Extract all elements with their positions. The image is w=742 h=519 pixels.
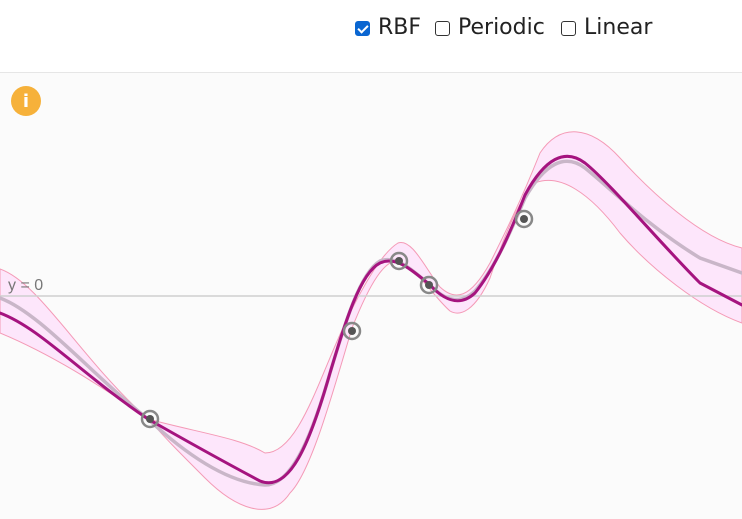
gp-plot-svg[interactable]: y = 0 xyxy=(0,73,742,519)
mean-curve-alt xyxy=(0,159,742,487)
rbf-label[interactable]: RBF xyxy=(378,15,422,40)
observation-point[interactable] xyxy=(140,409,160,429)
confidence-band xyxy=(0,131,742,510)
linear-label[interactable]: Linear xyxy=(584,15,653,40)
gp-plot-area[interactable]: y = 0 i xyxy=(0,72,742,519)
observation-point[interactable] xyxy=(389,251,409,271)
linear-checkbox[interactable] xyxy=(561,20,576,36)
mean-curve xyxy=(0,154,742,485)
zero-label: y = 0 xyxy=(8,277,43,294)
kernel-option-linear[interactable]: Linear xyxy=(561,14,652,42)
kernel-selector: RBF Periodic Linear xyxy=(0,0,742,72)
kernel-option-periodic[interactable]: Periodic xyxy=(435,14,545,42)
observation-point[interactable] xyxy=(419,275,439,295)
info-icon[interactable]: i xyxy=(11,86,41,116)
periodic-label[interactable]: Periodic xyxy=(458,15,545,40)
periodic-checkbox[interactable] xyxy=(435,20,450,36)
rbf-checkbox[interactable] xyxy=(355,20,370,36)
kernel-option-rbf[interactable]: RBF xyxy=(355,14,421,42)
observation-point[interactable] xyxy=(514,209,534,229)
observation-point[interactable] xyxy=(342,321,362,341)
